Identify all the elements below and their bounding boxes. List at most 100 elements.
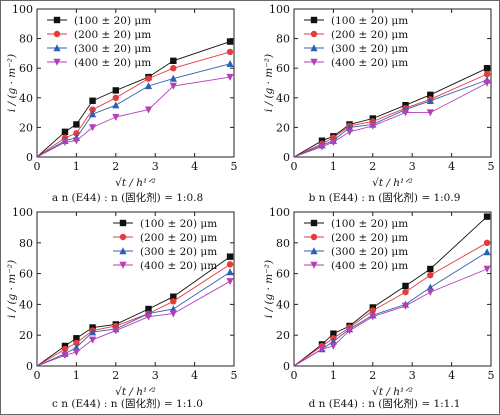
legend-label: (200 ± 20) μm [331,232,408,244]
data-point [401,109,410,117]
legend-marker [53,58,61,66]
data-point [427,271,434,279]
y-tick-label: 100 [269,3,290,16]
y-tick-label: 0 [26,360,33,373]
data-point [483,239,491,246]
x-tick-label: 4 [191,160,198,173]
data-point [427,91,434,99]
data-point [61,139,69,146]
legend-marker [119,233,127,241]
data-point [226,48,234,56]
legend-marker [310,58,318,66]
series-line [36,76,231,158]
data-point [427,265,434,273]
x-tick-label: 0 [291,160,298,173]
data-point [483,265,491,273]
x-tick-label: 1 [330,160,337,173]
data-point [345,128,354,136]
panel-c: 0 20 40 60 80 100 0 1 2 3 4 5 i / (g · m⁻²) √t / h¹ᐟ²… [6,206,238,410]
data-point [226,38,234,45]
data-point [89,97,96,104]
panel-caption: a n (E44) : n (固化剂) = 1:0.8 [52,191,203,204]
legend-label: (300 ± 20) μm [331,246,408,258]
data-point [73,339,80,347]
legend-label: (200 ± 20) μm [331,29,408,41]
data-point [226,253,234,260]
data-point [426,288,434,296]
panel-d: 0 20 40 60 80 100 0 1 2 3 4 5 i / (g · m⁻²) √t / h¹ᐟ²… [263,206,495,410]
y-axis-title: i / (g · m⁻²) [263,54,275,112]
data-point [112,101,120,109]
y-tick-label: 40 [276,298,290,311]
legend-marker [53,44,61,52]
legend-marker [119,219,127,227]
y-axis-title: i / (g · m⁻²) [6,260,18,318]
x-tick-label: 1 [330,369,337,382]
y-tick-label: 20 [19,121,33,134]
legend-marker [53,30,61,38]
data-point [369,313,377,321]
data-point [401,302,410,310]
data-point [144,82,153,90]
x-axis-title: √t / h¹ᐟ² [372,386,413,398]
data-point [483,248,491,256]
data-point [483,79,491,87]
legend-label: (100 ± 20) μm [140,218,217,230]
data-point [88,336,97,344]
data-point [226,278,234,286]
data-point [330,330,337,337]
panel-caption: d n (E44) : n (固化剂) = 1:1.1 [309,397,461,410]
data-point [72,137,80,145]
legend: (100 ± 20) μm (200 ± 20) μm (300 ± 20) μm (… [304,218,408,272]
data-point [61,352,69,360]
y-tick-label: 80 [19,237,33,250]
legend-marker [310,247,318,255]
x-tick-label: 0 [291,369,298,382]
legend-marker [310,219,318,227]
x-tick-label: 5 [488,160,495,173]
data-point [345,327,354,335]
y-tick-label: 20 [19,329,33,342]
data-point [170,65,177,72]
x-tick-label: 5 [488,369,495,382]
x-tick-label: 2 [112,160,119,173]
data-point [402,288,409,296]
data-point [170,57,177,64]
legend-label: (400 ± 20) μm [331,260,408,272]
data-point [88,110,97,118]
data-point [169,310,177,318]
data-point [318,143,326,151]
plot-frame [36,8,235,158]
x-tick-label: 4 [191,369,198,382]
data-point [169,74,177,82]
y-tick-label: 40 [19,92,33,105]
y-tick-label: 60 [276,268,290,281]
x-tick-label: 5 [231,369,238,382]
data-point [61,128,69,136]
legend-label: (100 ± 20) μm [331,15,408,27]
x-tick-label: 5 [231,160,238,173]
x-tick-label: 2 [112,369,119,382]
data-point [226,268,234,276]
legend-marker [310,44,318,52]
legend-label: (200 ± 20) μm [74,29,151,41]
x-tick-label: 3 [152,369,159,382]
x-axis-title: √t / h¹ᐟ² [115,386,156,398]
data-point [72,348,80,356]
y-tick-label: 80 [276,237,290,250]
y-tick-label: 100 [269,206,290,219]
series-1 [36,38,234,158]
series-2 [36,48,234,158]
series-4 [293,79,491,158]
legend-marker [119,247,127,255]
y-tick-label: 100 [12,3,33,16]
data-point [145,305,152,313]
legend-marker [310,233,318,241]
x-tick-label: 0 [34,369,41,382]
x-tick-label: 3 [409,160,416,173]
data-point [369,307,376,314]
legend-marker [310,30,318,38]
x-tick-label: 1 [73,160,80,173]
legend-label: (300 ± 20) μm [74,43,151,55]
